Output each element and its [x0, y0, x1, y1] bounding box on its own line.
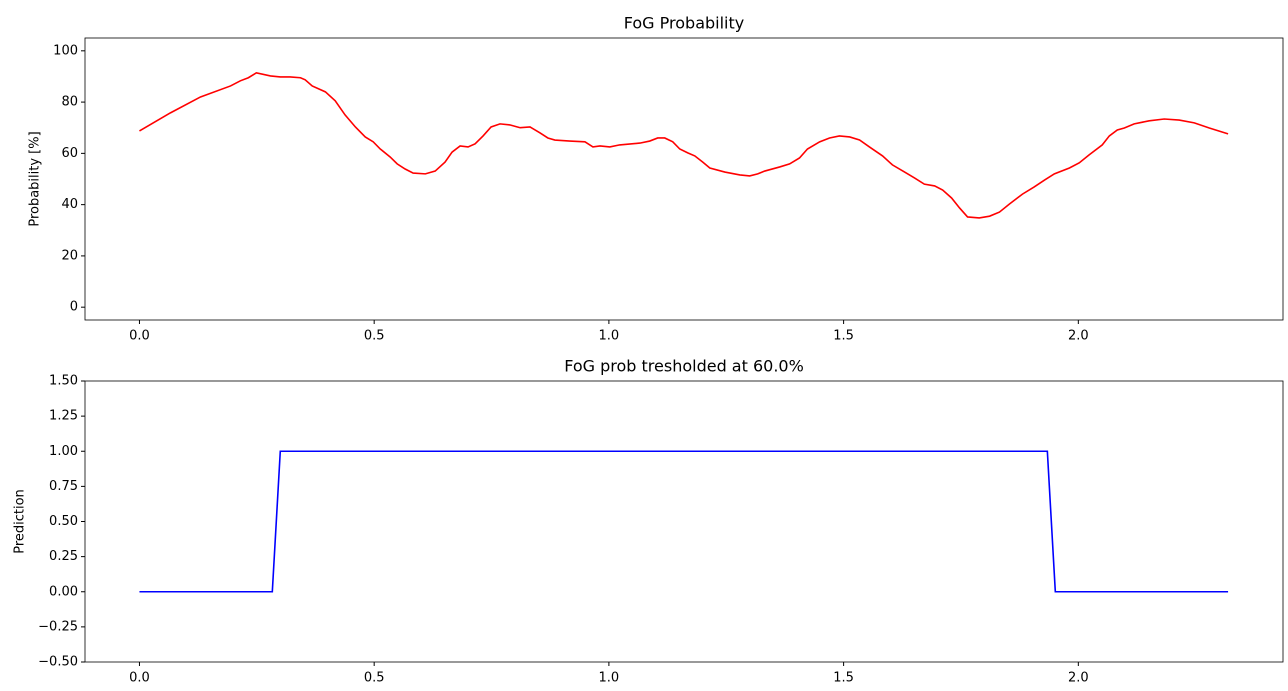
- y-tick-label: 20: [61, 248, 78, 263]
- x-tick-label: 0.5: [364, 329, 385, 344]
- y-tick-label: 1.50: [49, 374, 78, 389]
- x-tick-label: 0.0: [129, 671, 150, 686]
- y-tick-label: 0.00: [49, 584, 78, 599]
- x-tick-label: 2.0: [1068, 671, 1089, 686]
- x-tick-label: 0.0: [129, 329, 150, 344]
- x-tick-label: 1.5: [833, 671, 854, 686]
- axes-frame: [84, 37, 1284, 321]
- x-tick-label: 1.0: [599, 671, 620, 686]
- x-tick-label: 1.5: [833, 329, 854, 344]
- y-tick-label: 100: [53, 43, 78, 58]
- y-axis-label: Probability [%]: [28, 131, 43, 226]
- y-tick-label: 40: [61, 197, 78, 212]
- y-tick-label: −0.25: [38, 619, 78, 634]
- chart-title: FoG prob tresholded at 60.0%: [564, 357, 804, 376]
- x-tick-label: 2.0: [1068, 329, 1089, 344]
- y-tick-label: 0.50: [49, 514, 78, 529]
- y-tick-label: 60: [61, 146, 78, 161]
- x-tick-label: 0.5: [364, 671, 385, 686]
- line: [139, 450, 1229, 593]
- y-tick-label: 0: [70, 300, 78, 315]
- y-tick-label: 80: [61, 95, 78, 110]
- chart-title: FoG Probability: [624, 14, 744, 33]
- line: [139, 72, 1229, 219]
- y-tick-label: −0.50: [38, 655, 78, 670]
- x-tick-label: 1.0: [599, 329, 620, 344]
- y-tick-label: 0.75: [49, 479, 78, 494]
- y-tick-label: 1.25: [49, 409, 78, 424]
- axes-frame: [84, 380, 1284, 663]
- y-axis-label: Prediction: [13, 489, 28, 554]
- y-tick-label: 0.25: [49, 549, 78, 564]
- y-tick-label: 1.00: [49, 444, 78, 459]
